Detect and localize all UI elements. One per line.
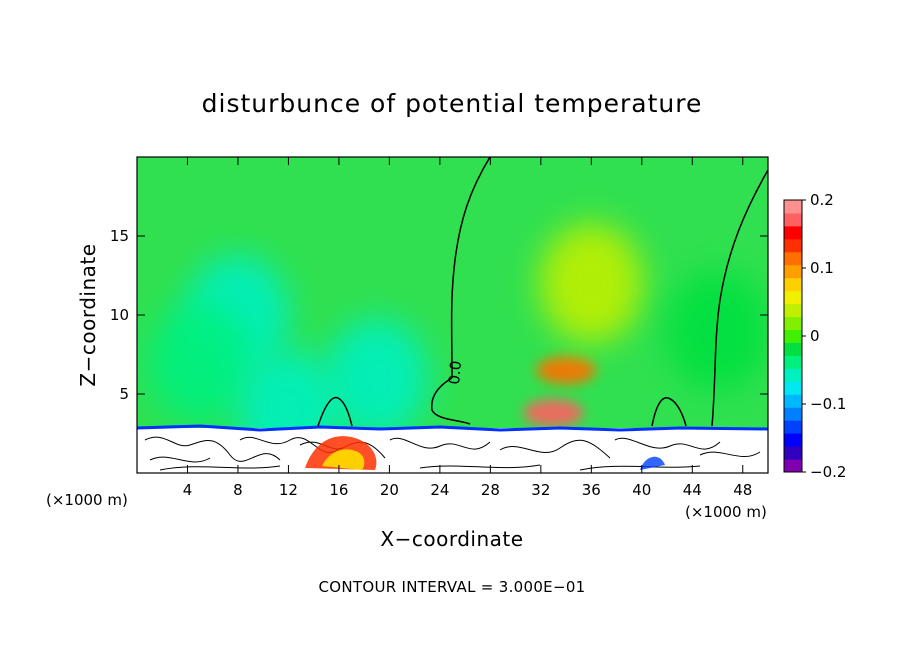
colorbar-swatch	[784, 381, 802, 395]
colorbar-swatch	[784, 446, 802, 460]
colorbar-swatch	[784, 264, 802, 279]
x-tick-label: 28	[481, 481, 500, 499]
y-tick-label: 5	[119, 385, 129, 403]
contour-zero-central	[431, 157, 491, 425]
colorbar-swatch	[784, 355, 802, 369]
colorbar-swatch	[784, 290, 802, 305]
y-tick-label: 15	[110, 227, 129, 245]
surface-layer	[137, 424, 768, 473]
anomaly-warm-1	[523, 398, 584, 427]
x-tick-label: 32	[531, 481, 550, 499]
contour-zero-east	[711, 169, 768, 427]
contour-bump-west	[317, 396, 353, 427]
colorbar-swatch	[784, 420, 802, 434]
y-axis-ticks: 5 10 15	[110, 227, 768, 403]
zero-contours	[317, 157, 768, 427]
surface-boundary	[137, 424, 768, 432]
colorbar-swatch	[784, 433, 802, 447]
x-tick-label: 48	[733, 481, 752, 499]
x-tick-label: 12	[279, 481, 298, 499]
x-axis-ticks: 4 8 12 16 20 24 28 32 36 40 44 48	[183, 157, 752, 499]
colorbar-swatch	[784, 212, 802, 227]
surface-cold-anomaly	[640, 456, 665, 470]
x-tick-label: 40	[632, 481, 651, 499]
x-tick-label: 24	[430, 481, 449, 499]
colorbar-tick-label: 0.2	[810, 191, 834, 209]
x-tick-label: 16	[329, 481, 348, 499]
x-tick-label: 4	[183, 481, 193, 499]
contour-bump-east	[651, 397, 687, 427]
x-tick-label: 8	[233, 481, 243, 499]
x-tick-label: 20	[380, 481, 399, 499]
colorbar-swatch	[784, 342, 802, 356]
x-unit-right: (×1000 m)	[685, 503, 767, 521]
colorbar-swatch	[784, 303, 802, 318]
colorbar-swatch	[784, 329, 802, 343]
anomaly-cold-4	[324, 318, 429, 439]
colorbar-swatch	[784, 238, 802, 253]
anomaly-cold-5	[148, 302, 253, 423]
x-tick-label: 36	[582, 481, 601, 499]
colorbar-tick-label: −0.2	[810, 463, 846, 481]
surface-yellow-anomaly	[322, 449, 365, 470]
anomaly-warm-0	[536, 356, 597, 385]
surface-band	[137, 428, 768, 473]
x-axis-title: X−coordinate	[380, 527, 523, 551]
colorbar-swatch	[784, 251, 802, 266]
plot-area: 0.0	[137, 157, 768, 473]
colorbar-swatch	[784, 225, 802, 240]
anomaly-warm-2	[539, 223, 644, 344]
colorbar-swatch	[784, 368, 802, 382]
colorbar-swatch	[784, 394, 802, 408]
contour-interval-note: CONTOUR INTERVAL = 3.000E−01	[318, 578, 585, 596]
colorbar-tick-label: −0.1	[810, 395, 846, 413]
colorbar-swatch	[784, 316, 802, 331]
colorbar-swatch	[784, 200, 802, 214]
x-tick-label: 44	[683, 481, 702, 499]
colorbar-swatch	[784, 459, 802, 473]
colorbar-tick-label: 0	[810, 327, 820, 345]
y-tick-label: 10	[110, 306, 129, 324]
contour-value-label: 0.0	[445, 360, 465, 385]
chart-title: disturbunce of potential temperature	[202, 89, 703, 118]
x-unit-left: (×1000 m)	[46, 491, 128, 509]
colorbar-swatch	[784, 277, 802, 292]
colorbar-swatch	[784, 407, 802, 421]
colorbar: 0.2 0.1 0 −0.1 −0.2	[783, 191, 846, 481]
y-axis-title: Z−coordinate	[76, 243, 100, 386]
colorbar-tick-label: 0.1	[810, 259, 834, 277]
